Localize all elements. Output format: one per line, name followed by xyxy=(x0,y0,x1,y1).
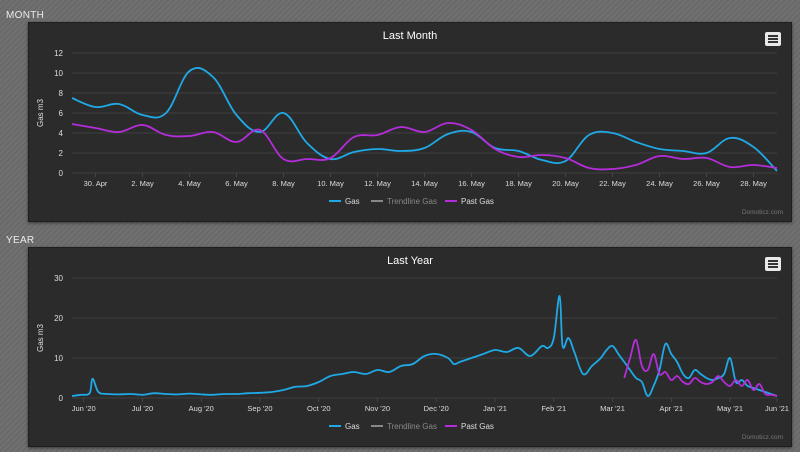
y-tick-label: 10 xyxy=(54,69,63,78)
y-tick-label: 0 xyxy=(59,169,64,178)
series-line-gas xyxy=(71,295,778,397)
x-tick-label: 8. May xyxy=(272,179,295,188)
hamburger-menu-icon xyxy=(768,35,778,37)
legend-item-gas[interactable]: Gas xyxy=(345,197,360,206)
x-tick-label: Aug '20 xyxy=(189,404,214,413)
y-tick-label: 12 xyxy=(54,49,63,58)
credits-label: Domoticz.com xyxy=(742,434,783,441)
section-title-month: MONTH xyxy=(6,10,45,21)
x-tick-label: 28. May xyxy=(740,179,767,188)
x-tick-label: Jun '20 xyxy=(72,404,96,413)
year-chart: Last Year 0 10 20 30 Gas m3 Jun '20 Jul '20 Aug … xyxy=(36,255,789,441)
month-chart: Last Month 0 2 4 6 8 10 12 Gas m3 30. Apr 2. May 4.… xyxy=(36,30,783,216)
x-tick-label: Dec '20 xyxy=(424,404,449,413)
y-tick-label: 30 xyxy=(54,274,63,283)
x-tick-label: 22. May xyxy=(599,179,626,188)
hamburger-menu-icon xyxy=(768,266,778,268)
chart-menu-button-month[interactable] xyxy=(765,32,781,46)
x-tick-label: 6. May xyxy=(225,179,248,188)
legend-item-past[interactable]: Past Gas xyxy=(461,197,494,206)
chart-title-month: Last Month xyxy=(383,30,437,42)
x-tick-label: 2. May xyxy=(131,179,154,188)
x-tick-label: 24. May xyxy=(646,179,673,188)
x-tick-label: Oct '20 xyxy=(307,404,331,413)
hamburger-menu-icon xyxy=(768,38,778,40)
y-axis-label: Gas m3 xyxy=(36,98,45,127)
x-tick-label: 26. May xyxy=(693,179,720,188)
legend-item-gas[interactable]: Gas xyxy=(345,422,360,431)
x-tick-label: Jan '21 xyxy=(483,404,507,413)
chart-menu-button-year[interactable] xyxy=(765,257,781,271)
legend-item-trendline[interactable]: Trendline Gas xyxy=(387,422,437,431)
x-tick-label: 30. Apr xyxy=(84,179,108,188)
x-tick-label: 14. May xyxy=(411,179,438,188)
chart-title-year: Last Year xyxy=(387,255,433,267)
credits-label: Domoticz.com xyxy=(742,209,783,216)
y-tick-label: 2 xyxy=(59,149,64,158)
series-line-past-gas xyxy=(71,122,778,171)
x-tick-label: 16. May xyxy=(458,179,485,188)
x-tick-label: Jul '20 xyxy=(132,404,153,413)
legend-item-past[interactable]: Past Gas xyxy=(461,422,494,431)
x-tick-label: 20. May xyxy=(552,179,579,188)
y-tick-label: 8 xyxy=(59,89,64,98)
chart-panel-month: Last Month 0 2 4 6 8 10 12 Gas m3 30. Apr 2. May 4.… xyxy=(28,22,792,222)
x-tick-label: Sep '20 xyxy=(247,404,272,413)
hamburger-menu-icon xyxy=(768,41,778,43)
x-tick-label: May '21 xyxy=(717,404,743,413)
y-tick-label: 0 xyxy=(59,394,64,403)
x-tick-label: 10. May xyxy=(317,179,344,188)
y-tick-label: 20 xyxy=(54,314,63,323)
x-tick-label: 12. May xyxy=(364,179,391,188)
x-tick-label: Feb '21 xyxy=(541,404,566,413)
y-tick-label: 4 xyxy=(59,129,64,138)
section-title-year: YEAR xyxy=(6,235,35,246)
hamburger-menu-icon xyxy=(768,263,778,265)
chart-panel-year: Last Year 0 10 20 30 Gas m3 Jun '20 Jul '20 Aug … xyxy=(28,247,792,447)
hamburger-menu-icon xyxy=(768,260,778,262)
x-tick-label: Apr '21 xyxy=(659,404,683,413)
series-line-past-gas xyxy=(623,339,778,397)
x-tick-label: 18. May xyxy=(505,179,532,188)
y-tick-label: 6 xyxy=(59,109,64,118)
legend-item-trendline[interactable]: Trendline Gas xyxy=(387,197,437,206)
series-line-gas xyxy=(71,67,778,172)
x-tick-label: Mar '21 xyxy=(600,404,625,413)
y-tick-label: 10 xyxy=(54,354,63,363)
x-tick-label: 4. May xyxy=(178,179,201,188)
x-tick-label: Jun '21 xyxy=(765,404,789,413)
y-axis-label: Gas m3 xyxy=(36,323,45,352)
x-tick-label: Nov '20 xyxy=(365,404,390,413)
